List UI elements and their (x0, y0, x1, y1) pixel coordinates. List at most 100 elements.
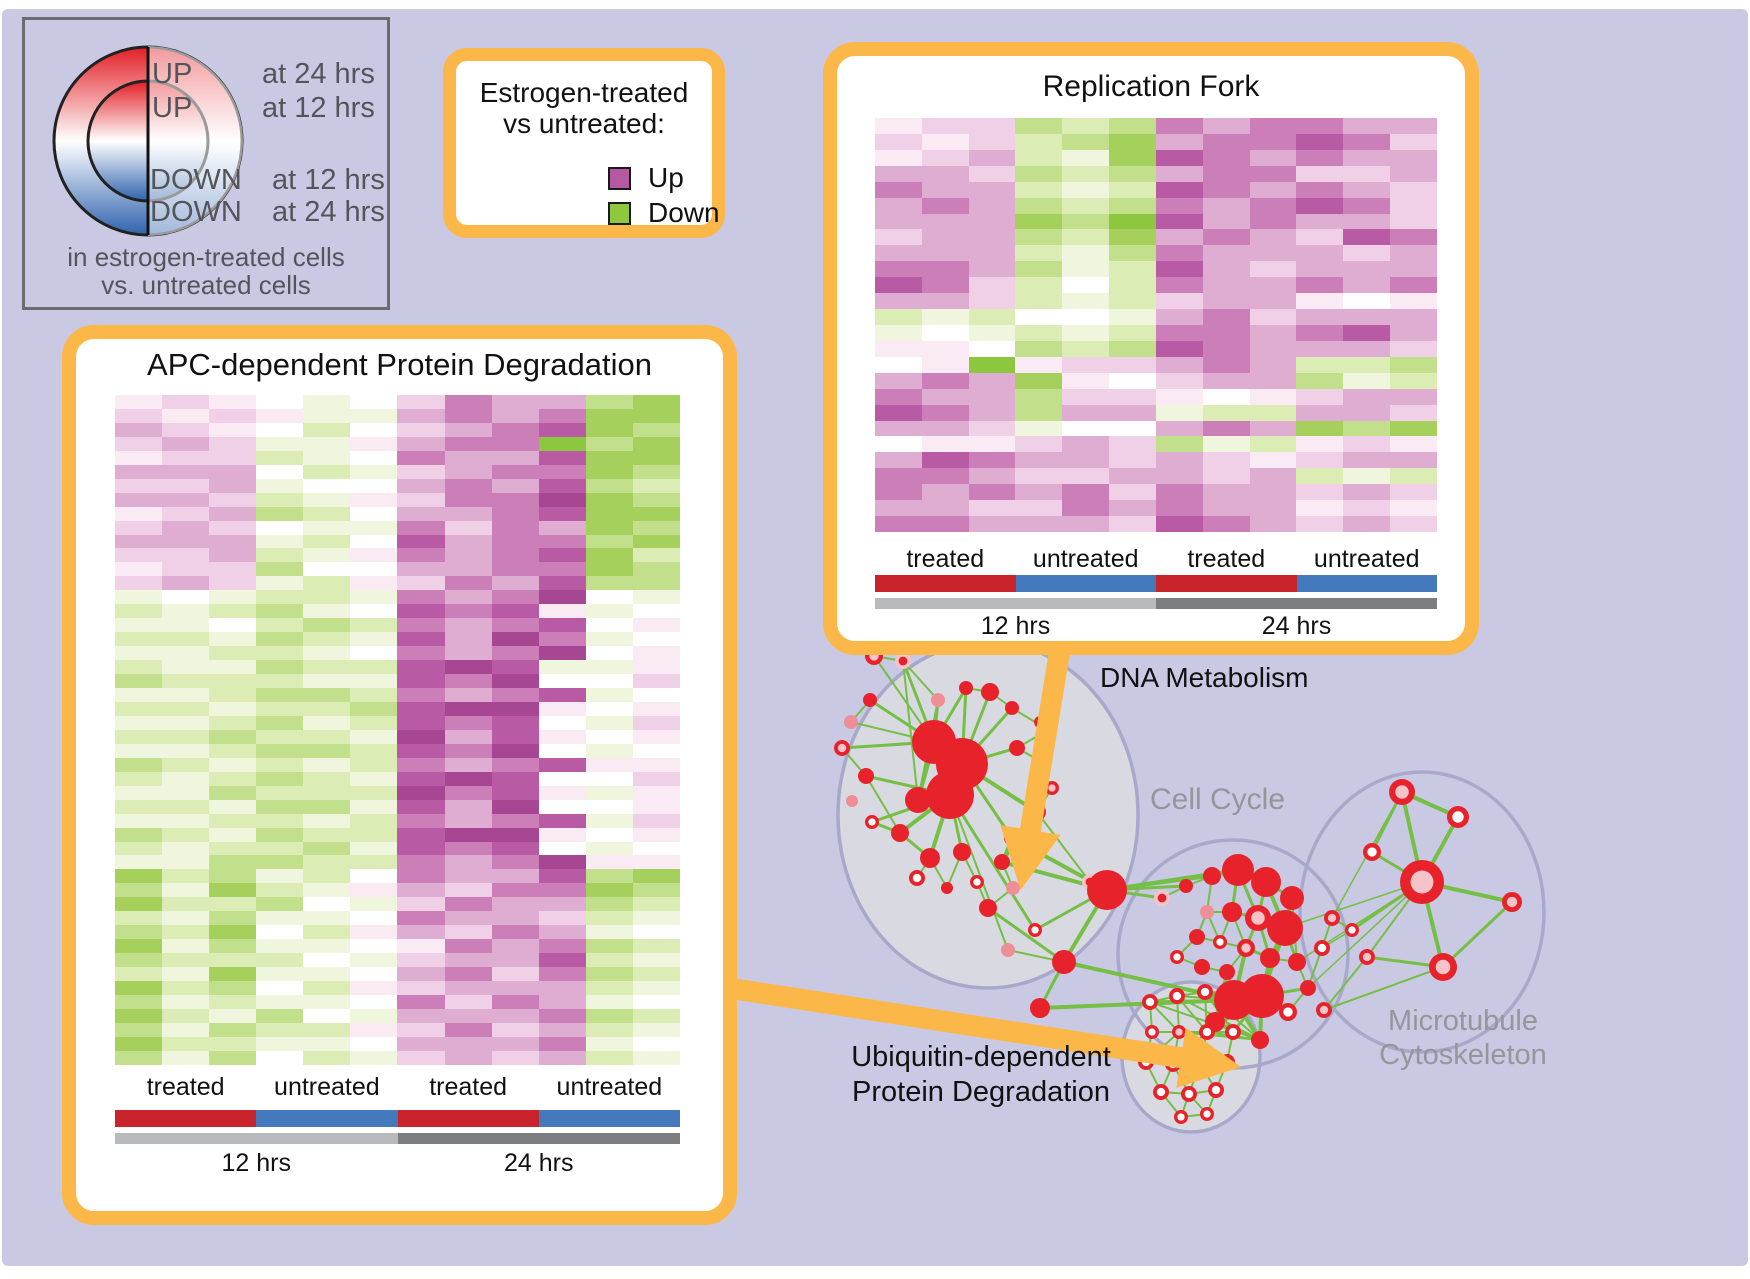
group-label: treated (906, 545, 985, 573)
group-label: untreated (1032, 545, 1139, 573)
network-node (1222, 854, 1254, 886)
network-node (1211, 1085, 1221, 1095)
time-label: 12 hrs (980, 612, 1051, 640)
network-node (1452, 811, 1464, 823)
heatmap-rf-time-labels: 12 hrs 24 hrs (875, 612, 1437, 641)
group-label: treated (429, 1073, 508, 1101)
heatmap-rf (875, 118, 1437, 532)
time-label: 24 hrs (504, 1149, 574, 1177)
network-node (1200, 905, 1214, 919)
network-node (1362, 952, 1372, 962)
network-node (1048, 784, 1056, 792)
network-edge (865, 775, 901, 834)
network-node (868, 818, 876, 826)
network-node (994, 854, 1010, 870)
network-node (1435, 959, 1451, 975)
network-node (1348, 926, 1356, 934)
network-edge (1441, 900, 1514, 969)
network-node (1031, 926, 1039, 934)
network-node (1241, 943, 1251, 953)
heatmap-apc (115, 395, 680, 1065)
network-edge (948, 793, 1037, 932)
up-swatch (608, 167, 631, 190)
network-node (1194, 959, 1210, 975)
network-node (920, 848, 940, 868)
network-node (1001, 943, 1015, 957)
callout-arrow (730, 977, 1242, 1088)
network-node (1251, 1031, 1269, 1049)
network-node (973, 878, 981, 886)
ring-row-dir: UP (152, 92, 193, 124)
heatmap-rf-group-labels: treated untreated treated untreated (875, 545, 1437, 574)
network-node (846, 795, 858, 807)
network-node (1148, 1028, 1156, 1036)
network-node (1173, 953, 1181, 961)
updown-legend-title-line1: Estrogen-treated (479, 77, 689, 108)
network-node (1145, 997, 1155, 1007)
network-node (1189, 929, 1205, 945)
group-label: untreated (1313, 545, 1420, 573)
network-node (959, 681, 973, 695)
heatmap-apc-condition-bar (115, 1110, 680, 1127)
network-node (1184, 1089, 1194, 1099)
network-node (953, 843, 971, 861)
network-node (1267, 910, 1303, 946)
up-label: Up (648, 162, 684, 193)
cluster-ellipse-microtubule (1298, 770, 1546, 1054)
down-swatch (608, 202, 631, 225)
network-node (1030, 998, 1050, 1018)
network-node (1222, 1057, 1232, 1067)
network-node (1327, 913, 1337, 923)
network-node (1006, 881, 1020, 895)
ring-row-time: at 24 hrs (272, 196, 385, 228)
network-node (979, 899, 997, 917)
cluster-label-dna-metabolism: DNA Metabolism (1100, 662, 1309, 693)
heatmap-apc-group-labels: treated untreated treated untreated (115, 1073, 680, 1102)
network-node (1300, 980, 1316, 996)
ring-row-dir: DOWN (150, 196, 242, 228)
cluster-label-ubiquitin-degradation: Ubiquitin-dependent Protein Degradation (851, 1041, 1111, 1108)
group-label: untreated (556, 1073, 663, 1101)
network-node (898, 656, 908, 666)
ring-legend-footer-line2: vs. untreated cells (101, 270, 311, 300)
cluster-label-microtubule-cytoskeleton: Microtubule Cytoskeleton (1379, 1005, 1547, 1071)
network-node (912, 873, 922, 883)
network-node (863, 693, 877, 707)
group-label: treated (1187, 545, 1266, 573)
network-node (1216, 938, 1224, 946)
network-edge (1323, 966, 1444, 1011)
ring-row-dir: UP (152, 58, 193, 90)
network-node (1175, 1028, 1183, 1036)
network-node (1367, 847, 1377, 857)
panel-apc: APC-dependent Protein Degradation treate… (62, 325, 737, 1225)
network-edge (1323, 956, 1368, 1011)
network-node (905, 787, 931, 813)
network-node (1177, 1113, 1185, 1121)
network-node (1052, 950, 1076, 974)
ring-row-time: at 12 hrs (262, 92, 375, 124)
network-node (1283, 1007, 1293, 1017)
network-edge (1149, 1001, 1261, 1041)
group-label: treated (146, 1073, 225, 1101)
network-node (981, 683, 999, 701)
network-node (1156, 1087, 1166, 1097)
network-node (1179, 879, 1193, 893)
panel-rf-title: Replication Fork (1042, 70, 1260, 103)
network-node (1395, 785, 1409, 799)
network-svg (730, 610, 1546, 1134)
network-node (931, 693, 945, 707)
network-node (1009, 740, 1025, 756)
network-node (1251, 911, 1265, 925)
network-node (1240, 974, 1284, 1018)
panel-replication-fork: Replication Fork treated untreated treat… (823, 42, 1479, 655)
network-node (1007, 833, 1017, 843)
network-edge (902, 660, 919, 801)
network-edge (1284, 881, 1423, 929)
time-label: 12 hrs (221, 1149, 291, 1177)
heatmap-apc-time-bar (115, 1133, 680, 1144)
network-edge (902, 660, 939, 701)
network-node (1157, 893, 1167, 903)
network-node (1251, 867, 1281, 897)
updown-legend-box: Estrogen-treated vs untreated: Up Down (443, 48, 725, 238)
